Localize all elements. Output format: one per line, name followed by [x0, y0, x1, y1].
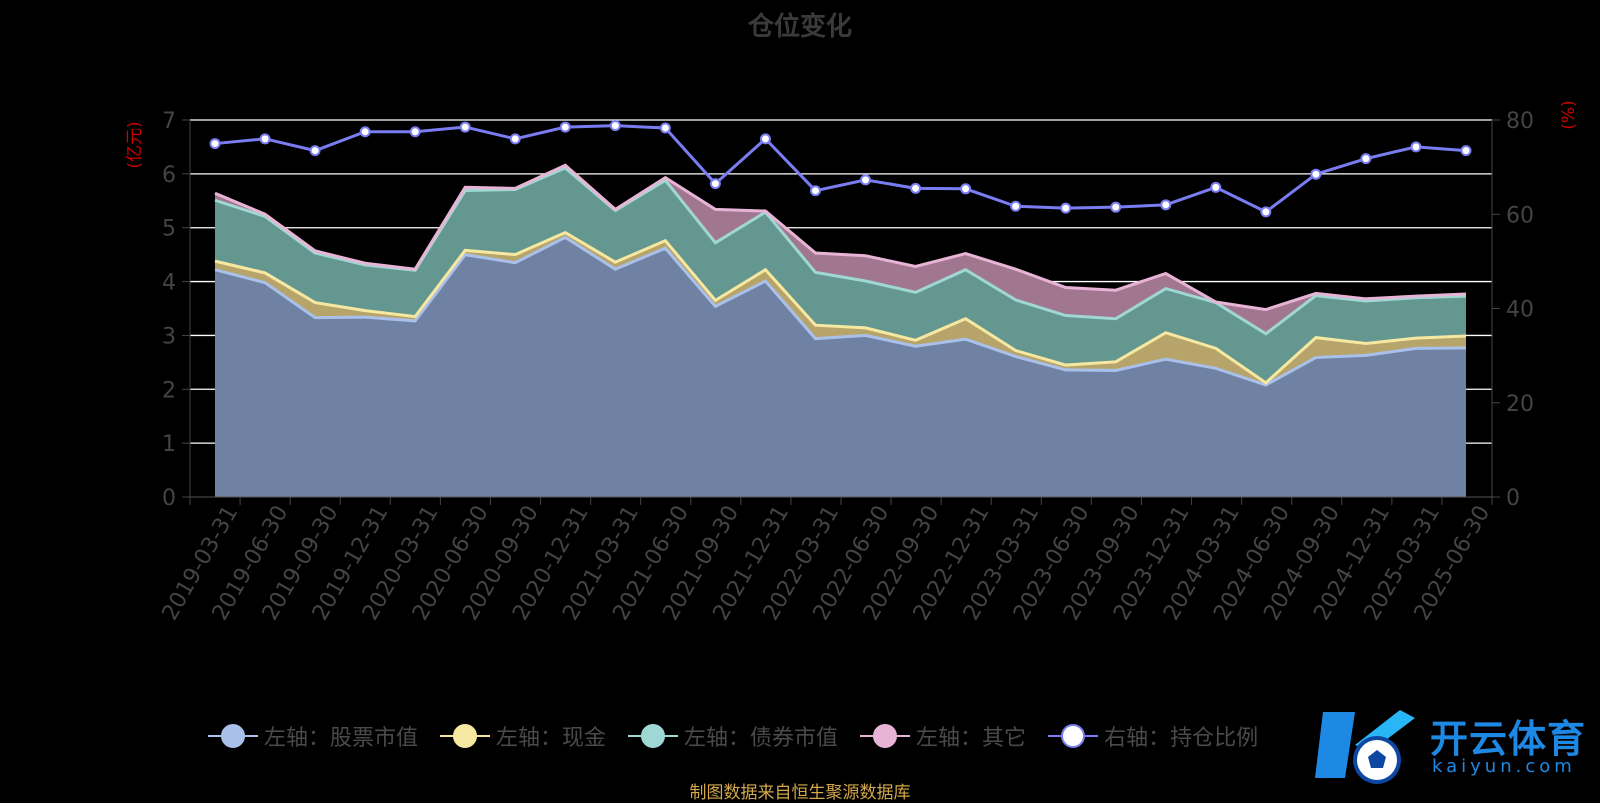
left-tick-label: 5	[162, 217, 176, 242]
legend-item-stock[interactable]: 左轴：股票市值	[208, 720, 418, 752]
legend-marker-bond	[641, 724, 666, 748]
left-tick-label: 2	[162, 378, 176, 403]
legend-label-cash: 左轴：现金	[496, 726, 607, 751]
area-bond	[215, 167, 1466, 383]
right-tick-label: 0	[1506, 486, 1520, 511]
point-ratio	[1410, 141, 1422, 153]
left-tick-label: 7	[162, 109, 176, 134]
point-ratio	[1060, 202, 1072, 214]
chart-legend: 左轴：股票市值 左轴：现金 左轴：债券市值 左轴：其它 右轴：持仓比例	[208, 718, 1280, 754]
point-ratio	[609, 120, 621, 132]
point-ratio	[1210, 181, 1222, 193]
legend-label-ratio: 右轴：持仓比例	[1104, 726, 1259, 751]
point-ratio	[860, 174, 872, 186]
point-ratio	[509, 133, 521, 145]
point-ratio	[709, 178, 721, 190]
left-tick-label: 0	[162, 486, 176, 511]
left-tick-label: 3	[162, 324, 176, 349]
line-other	[214, 163, 1467, 312]
legend-label-other: 左轴：其它	[916, 726, 1027, 751]
chart-title: 仓位变化	[747, 12, 852, 42]
left-axis-unit: (亿元)	[125, 121, 145, 168]
legend-item-bond[interactable]: 左轴：债券市值	[628, 720, 838, 752]
point-ratio	[259, 133, 271, 145]
point-ratio	[1310, 168, 1322, 180]
point-ratio	[910, 182, 922, 194]
point-ratio	[309, 145, 321, 157]
left-tick-label: 4	[162, 271, 176, 296]
legend-marker-stock	[221, 724, 245, 748]
left-tick-label: 1	[162, 432, 176, 457]
point-ratio	[559, 121, 571, 133]
point-ratio	[209, 138, 221, 150]
point-ratio	[659, 122, 671, 134]
point-ratio	[1110, 201, 1122, 213]
area-other	[215, 165, 1466, 334]
legend-item-other[interactable]: 左轴：其它	[860, 720, 1026, 752]
point-ratio	[1160, 199, 1172, 211]
point-ratio	[409, 126, 421, 138]
legend-marker-ratio	[1061, 724, 1086, 748]
legend-item-ratio[interactable]: 右轴：持仓比例	[1048, 720, 1258, 752]
right-axis-unit: (%)	[1559, 100, 1579, 129]
watermark-domain: kaiyun.com	[1432, 756, 1576, 777]
line-stock	[214, 235, 1467, 387]
legend-label-stock: 左轴：股票市值	[264, 726, 419, 751]
point-ratio	[759, 133, 771, 145]
line-cash	[214, 230, 1467, 385]
legend-marker-other	[873, 724, 898, 748]
right-tick-label: 40	[1506, 298, 1534, 323]
legend-item-cash[interactable]: 左轴：现金	[440, 720, 606, 752]
right-tick-label: 60	[1506, 203, 1534, 228]
point-ratio	[459, 121, 471, 133]
point-ratio	[1010, 200, 1022, 212]
area-cash	[215, 232, 1466, 385]
point-ratio	[1460, 145, 1472, 157]
point-ratio	[1360, 153, 1372, 165]
kaiyun-logo	[1315, 710, 1415, 784]
right-tick-label: 80	[1506, 109, 1534, 134]
point-ratio	[1260, 206, 1272, 218]
source-note: 制图数据来自恒生聚源数据库	[689, 783, 911, 803]
left-tick-label: 6	[162, 163, 176, 188]
legend-label-bond: 左轴：债券市值	[684, 726, 839, 751]
legend-marker-cash	[453, 724, 478, 748]
area-stock	[215, 237, 1466, 497]
line-ratio	[214, 124, 1467, 214]
watermark-brand: 开云体育	[1430, 717, 1587, 761]
logo-ball-patch	[1368, 750, 1386, 768]
right-tick-label: 20	[1506, 392, 1534, 417]
point-ratio	[359, 126, 371, 138]
point-ratio	[809, 185, 821, 197]
point-ratio	[960, 183, 972, 195]
logo-k-stroke	[1315, 712, 1355, 778]
